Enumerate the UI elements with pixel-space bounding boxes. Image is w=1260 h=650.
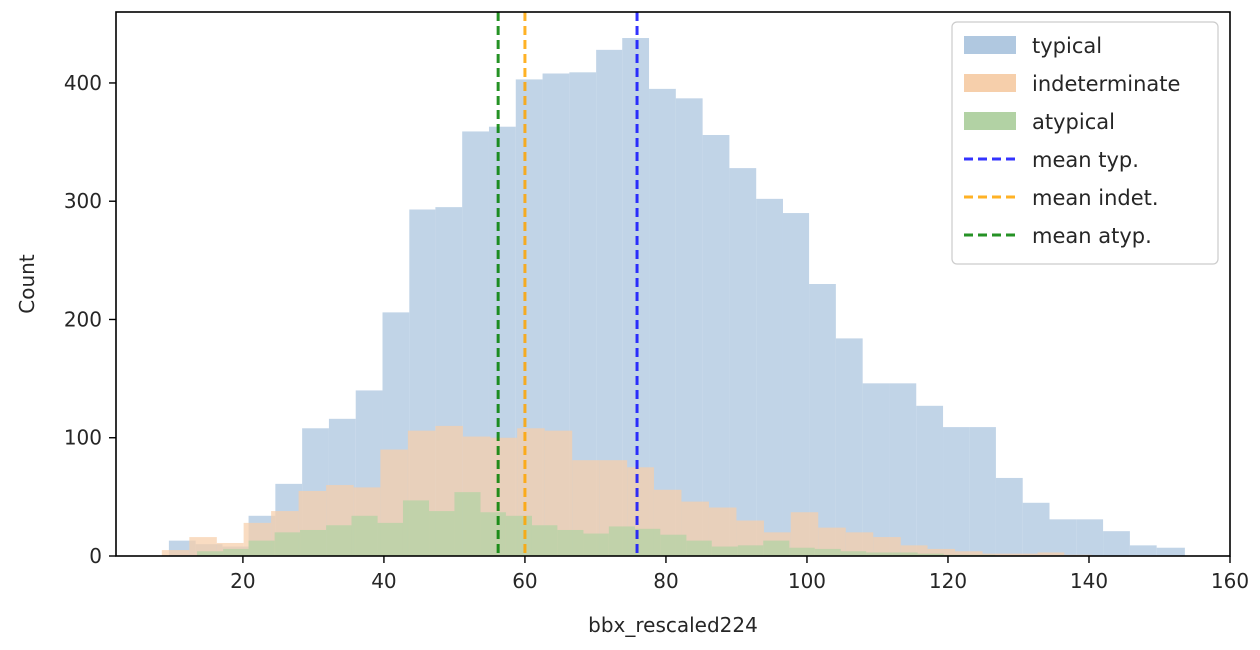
legend-label: mean atyp. (1032, 224, 1152, 248)
plot-area (161, 38, 1185, 557)
y-tick-label: 300 (64, 189, 102, 213)
bar-atypical (248, 540, 275, 556)
bar-atypical (274, 532, 301, 556)
bar-atypical (223, 548, 249, 556)
bar-atypical (531, 525, 558, 556)
x-tick-label: 160 (1211, 569, 1249, 593)
bar-atypical (454, 492, 481, 556)
bar-typical (916, 405, 944, 556)
x-tick-label: 80 (653, 569, 678, 593)
bar-typical (889, 383, 917, 556)
bar-typical (809, 284, 836, 556)
bar-atypical (660, 534, 687, 556)
bar-atypical (866, 552, 893, 556)
bar-indeterminate (927, 548, 956, 556)
bar-atypical (608, 526, 635, 556)
bar-typical (702, 134, 730, 556)
bar-atypical (840, 551, 867, 556)
series-atypical (197, 492, 996, 556)
bar-atypical (377, 522, 403, 556)
bar-indeterminate (900, 545, 928, 556)
legend-label: typical (1032, 34, 1102, 58)
y-axis-label: Count (15, 254, 39, 314)
bar-atypical (505, 515, 532, 556)
bar-typical (1049, 519, 1077, 556)
y-axis-ticks: 0 100 200 300 400 (64, 71, 116, 568)
bar-typical (782, 213, 810, 557)
x-axis-ticks: 20 40 60 80 100 120 140 160 (230, 556, 1249, 593)
x-tick-label: 40 (371, 569, 396, 593)
series-typical (168, 38, 1185, 557)
y-tick-label: 200 (64, 307, 102, 331)
bar-typical (969, 427, 996, 556)
legend-label: mean indet. (1032, 186, 1159, 210)
legend-swatch (964, 112, 1016, 130)
y-tick-label: 0 (89, 544, 102, 568)
bar-indeterminate (845, 532, 874, 556)
bar-indeterminate (189, 537, 217, 556)
x-tick-label: 100 (788, 569, 826, 593)
bar-atypical (429, 511, 455, 556)
x-tick-label: 20 (230, 569, 255, 593)
bar-atypical (711, 546, 738, 556)
bar-atypical (557, 529, 584, 556)
bar-typical (1156, 547, 1185, 556)
bar-typical (729, 168, 757, 556)
bar-atypical (480, 512, 506, 556)
bar-indeterminate (873, 537, 901, 556)
bar-typical (995, 477, 1023, 556)
axes-frame (115, 11, 1231, 557)
bar-atypical (917, 553, 944, 556)
bar-indeterminate (161, 550, 190, 556)
bar-atypical (892, 552, 918, 556)
bar-atypical (351, 515, 378, 556)
legend-label: indeterminate (1032, 72, 1180, 96)
bar-atypical (763, 540, 790, 556)
legend-label: atypical (1032, 110, 1115, 134)
bar-indeterminate (982, 553, 1011, 556)
bar-indeterminate (1010, 553, 1038, 556)
x-tick-label: 60 (512, 569, 537, 593)
bar-atypical (326, 525, 352, 556)
bar-atypical (634, 528, 661, 556)
mean-lines (496, 12, 639, 556)
bar-atypical (402, 500, 430, 556)
y-tick-label: 100 (64, 426, 102, 450)
legend: typical indeterminate atypical mean typ. mea… (951, 21, 1219, 265)
bar-typical (1022, 502, 1050, 556)
bar-atypical (686, 540, 712, 556)
y-tick-label: 400 (64, 71, 102, 95)
bar-atypical (197, 551, 224, 556)
x-tick-label: 140 (1070, 569, 1108, 593)
legend-box (951, 21, 1219, 265)
bar-atypical (737, 545, 764, 556)
bar-indeterminate (1037, 552, 1065, 556)
bar-atypical (583, 533, 609, 556)
bar-atypical (789, 547, 815, 556)
legend-label: mean typ. (1032, 148, 1139, 172)
legend-swatch (964, 36, 1016, 54)
bar-typical (835, 338, 863, 556)
bar-indeterminate (955, 551, 983, 556)
x-tick-label: 120 (929, 569, 967, 593)
bar-typical (1129, 545, 1157, 556)
bar-typical (675, 98, 703, 556)
bar-typical (756, 198, 783, 556)
bar-typical (862, 383, 890, 556)
bar-typical (1076, 519, 1104, 556)
x-axis-label: bbx_rescaled224 (588, 613, 758, 637)
legend-swatch (964, 74, 1016, 92)
bar-atypical (300, 529, 327, 556)
bar-atypical (814, 548, 841, 556)
bar-typical (1103, 531, 1130, 556)
bar-typical (943, 427, 970, 556)
